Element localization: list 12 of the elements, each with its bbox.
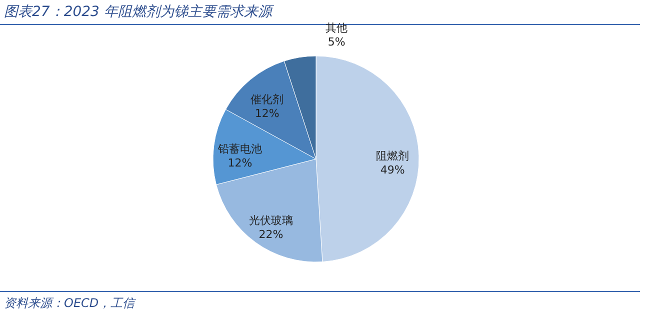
slice-label: 光伏玻璃 bbox=[248, 214, 293, 227]
slice-label: 其他 bbox=[326, 22, 348, 35]
slice-label: 阻燃剂 bbox=[376, 150, 410, 163]
slice-label: 铅蓄电池 bbox=[216, 142, 262, 156]
slice-label: 催化剂 bbox=[250, 92, 284, 106]
data-label: 49% bbox=[380, 164, 405, 177]
data-label: 12% bbox=[228, 156, 252, 170]
text: 资料来源：OECD，工信 bbox=[4, 295, 135, 312]
data-label: 5% bbox=[328, 36, 346, 49]
data-label: 22% bbox=[258, 228, 284, 241]
chart-title: 图表27：2023 年阻燃剂为锑主要需求来源 bbox=[4, 3, 272, 21]
data-label: 12% bbox=[254, 106, 280, 120]
